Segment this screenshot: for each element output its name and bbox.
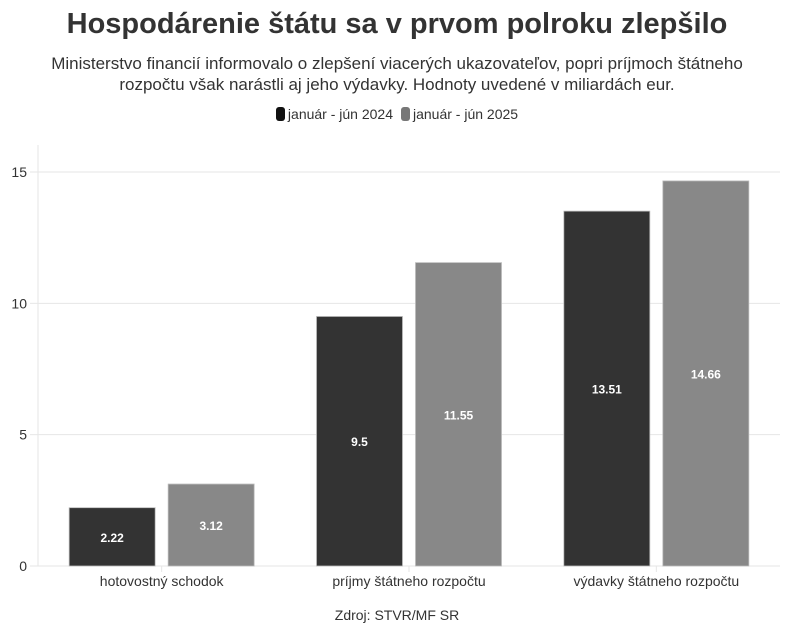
data-label: 2.22 — [100, 531, 124, 545]
bar — [167, 483, 255, 567]
data-label: 9.5 — [351, 435, 368, 449]
legend-swatch — [275, 107, 285, 121]
y-tick-label: 10 — [11, 295, 27, 311]
bar — [316, 316, 403, 567]
legend-item-2025[interactable]: január - jún 2025 — [401, 106, 518, 122]
chart-subtitle: Ministerstvo financií informovalo o zlep… — [20, 53, 774, 95]
legend-label: január - jún 2024 — [287, 106, 393, 122]
bar — [68, 507, 156, 567]
legend-item-2024[interactable]: január - jún 2024 — [275, 106, 393, 122]
legend: január - jún 2024 január - jún 2025 — [0, 106, 794, 122]
subtitle-line: Ministerstvo financií informovalo o zlep… — [51, 54, 743, 73]
y-tick-label: 15 — [11, 164, 27, 180]
data-label: 11.55 — [444, 408, 474, 422]
chart-title: Hospodárenie štátu sa v prvom polroku zl… — [66, 8, 728, 40]
y-tick-label: 0 — [19, 558, 27, 574]
subtitle-line: rozpočtu však narástli aj jeho výdavky. … — [119, 75, 675, 94]
legend-swatch — [401, 107, 410, 121]
legend-label: január - jún 2025 — [413, 106, 519, 122]
bar — [415, 262, 502, 567]
x-tick-label: výdavky štátneho rozpočtu — [573, 573, 739, 589]
x-tick-label: hotovostný schodok — [100, 573, 225, 589]
y-tick-label: 5 — [19, 427, 27, 443]
bar — [563, 210, 651, 567]
x-tick-label: príjmy štátneho rozpočtu — [332, 573, 485, 589]
bar — [662, 180, 750, 567]
data-label: 13.51 — [592, 383, 622, 397]
data-label: 14.66 — [691, 367, 721, 381]
data-label: 3.12 — [199, 519, 223, 533]
source-note: Zdroj: STVR/MF SR — [334, 607, 460, 623]
